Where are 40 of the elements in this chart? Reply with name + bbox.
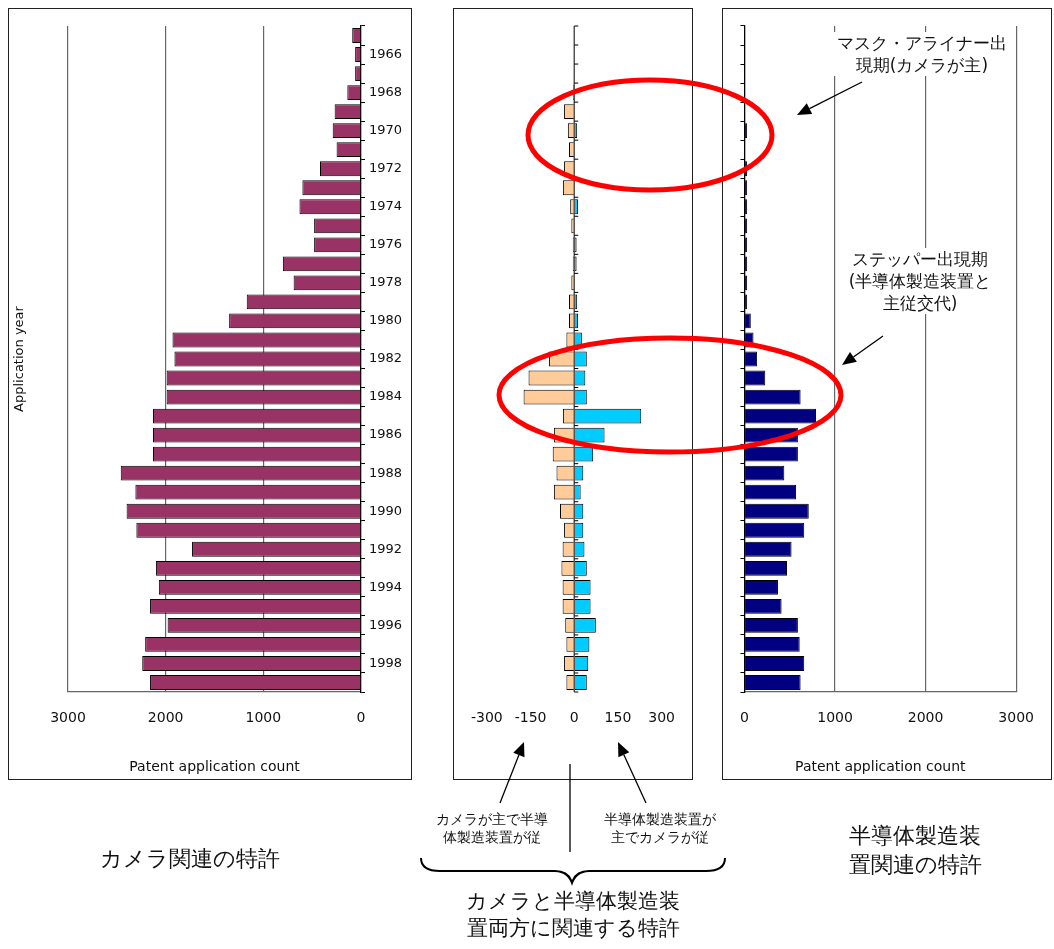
x-tick-label: -300 [471,709,503,726]
y-tick-label: 1988 [369,464,403,480]
y-tick-label: 1986 [369,426,403,442]
y-tick-label: 1970 [369,122,403,138]
x-axis-title: Patent application count [795,758,967,775]
y-tick-label: 1976 [369,236,403,252]
x-tick-label: 0 [569,709,579,726]
text: カメラが主で半導体製造装置が従 [432,810,552,847]
y-tick-label: 1992 [369,540,403,556]
y-tick-label: 1984 [369,388,403,404]
text: 半導体製造装置が主でカメラが従 [600,810,720,847]
y-tick-label: 1980 [369,312,403,328]
y-tick-label: 1968 [369,83,403,99]
x-tick-label: 3000 [998,709,1035,726]
y-tick-label: 1996 [369,616,403,632]
x-tick-label: 2000 [147,709,184,726]
x-tick-label: 1000 [817,709,853,726]
y-tick-label: 1998 [369,654,403,670]
y-tick-label: 1974 [369,198,403,214]
text: 半導体製造装置関連の特許 [847,822,983,879]
y-axis-title: Application year [11,305,27,412]
x-tick-label: 150 [604,709,632,726]
annotation: ステッパー出現期(半導体製造装置と主従交代) [847,248,993,315]
x-tick-label: 1000 [245,709,282,726]
x-tick-label: 0 [739,709,749,726]
y-tick-label: 1966 [369,45,403,61]
y-tick-label: 1978 [369,274,403,290]
annotation: マスク・アライナー出現期(カメラが主) [834,32,1010,77]
text: カメラ関連の特許 [99,845,281,873]
x-axis-title: Patent application count [129,758,301,775]
y-tick-label: 1972 [369,160,403,176]
x-tick-label: 2000 [907,709,944,726]
x-tick-label: 300 [648,709,676,726]
y-tick-label: 1990 [369,502,403,518]
x-tick-label: 3000 [50,709,86,726]
y-tick-label: 1994 [369,578,403,594]
x-tick-label: 0 [356,709,366,726]
text: カメラと半導体製造装置両方に関連する特許 [465,888,681,943]
y-tick-label: 1982 [369,350,403,366]
x-tick-label: -150 [514,709,547,726]
